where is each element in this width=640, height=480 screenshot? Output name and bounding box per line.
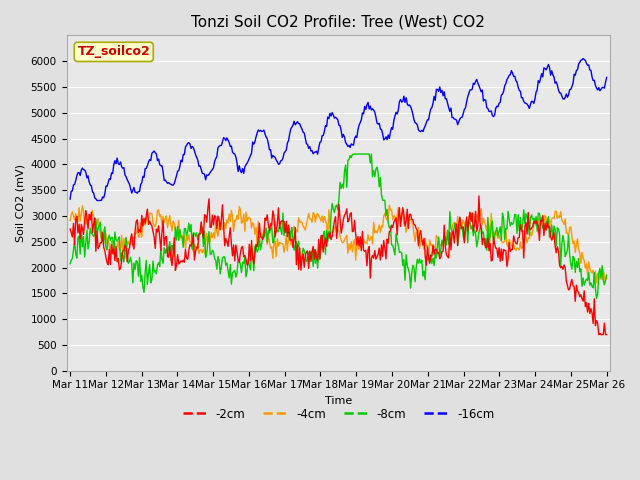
Y-axis label: Soil CO2 (mV): Soil CO2 (mV): [15, 164, 25, 242]
Text: TZ_soilco2: TZ_soilco2: [77, 46, 150, 59]
Legend: -2cm, -4cm, -8cm, -16cm: -2cm, -4cm, -8cm, -16cm: [178, 403, 499, 425]
X-axis label: Time: Time: [324, 396, 352, 406]
Title: Tonzi Soil CO2 Profile: Tree (West) CO2: Tonzi Soil CO2 Profile: Tree (West) CO2: [191, 15, 485, 30]
